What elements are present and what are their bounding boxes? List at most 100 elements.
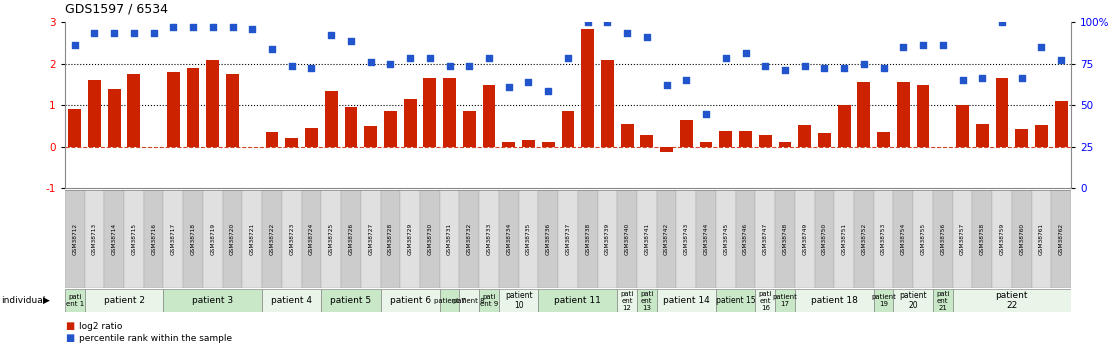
Bar bbox=[956, 105, 969, 147]
Bar bbox=[380, 289, 439, 312]
Bar bbox=[680, 120, 693, 147]
Point bbox=[263, 47, 281, 52]
Bar bbox=[617, 289, 637, 312]
Point bbox=[440, 63, 458, 69]
Bar bbox=[226, 74, 239, 147]
Bar bbox=[85, 190, 104, 288]
Point bbox=[125, 30, 143, 36]
Bar bbox=[660, 147, 673, 151]
Point bbox=[303, 65, 321, 71]
Text: GSM38725: GSM38725 bbox=[329, 223, 333, 255]
Text: GSM38731: GSM38731 bbox=[447, 223, 452, 255]
Text: GSM38713: GSM38713 bbox=[92, 223, 97, 255]
Text: GSM38752: GSM38752 bbox=[861, 223, 866, 255]
Bar bbox=[203, 190, 222, 288]
Point bbox=[835, 65, 853, 71]
Text: patient
17: patient 17 bbox=[773, 294, 797, 307]
Point bbox=[598, 20, 616, 25]
Text: GSM38746: GSM38746 bbox=[743, 223, 748, 255]
Bar bbox=[400, 190, 420, 288]
Point bbox=[144, 30, 162, 36]
Bar bbox=[483, 85, 495, 147]
Bar bbox=[953, 289, 1071, 312]
Bar bbox=[463, 111, 475, 147]
Point bbox=[776, 67, 794, 73]
Bar bbox=[480, 190, 499, 288]
Bar bbox=[897, 82, 910, 147]
Text: GSM38736: GSM38736 bbox=[546, 223, 551, 255]
Bar bbox=[620, 124, 634, 147]
Point bbox=[66, 42, 84, 48]
Point bbox=[698, 111, 716, 116]
Bar bbox=[561, 111, 575, 147]
Point bbox=[874, 65, 892, 71]
Bar bbox=[480, 289, 499, 312]
Bar bbox=[778, 142, 792, 147]
Point bbox=[461, 63, 479, 69]
Bar bbox=[459, 190, 480, 288]
Bar bbox=[558, 190, 578, 288]
Text: patient 3: patient 3 bbox=[192, 296, 234, 305]
Bar bbox=[124, 190, 144, 288]
Text: GSM38719: GSM38719 bbox=[210, 223, 216, 255]
Point bbox=[500, 84, 518, 89]
Text: patient 4: patient 4 bbox=[272, 296, 312, 305]
Text: individual: individual bbox=[1, 296, 46, 305]
Text: pati
ent
16: pati ent 16 bbox=[758, 291, 771, 310]
Bar bbox=[344, 107, 358, 147]
Point bbox=[480, 55, 498, 60]
Bar bbox=[183, 190, 203, 288]
Bar bbox=[364, 126, 377, 147]
Text: GSM38751: GSM38751 bbox=[842, 223, 846, 255]
Bar bbox=[739, 131, 752, 147]
Point bbox=[815, 65, 833, 71]
Text: GSM38745: GSM38745 bbox=[723, 223, 728, 255]
Text: patient
22: patient 22 bbox=[996, 291, 1029, 310]
Bar bbox=[854, 190, 874, 288]
Bar bbox=[992, 190, 1012, 288]
Bar bbox=[637, 190, 656, 288]
Bar bbox=[420, 190, 439, 288]
Text: GSM38714: GSM38714 bbox=[112, 223, 116, 255]
Bar bbox=[617, 190, 637, 288]
Text: GSM38744: GSM38744 bbox=[703, 223, 709, 255]
Bar bbox=[1035, 125, 1048, 147]
Bar bbox=[775, 289, 795, 312]
Bar bbox=[459, 289, 480, 312]
Text: GSM38720: GSM38720 bbox=[230, 223, 235, 255]
Bar bbox=[578, 190, 597, 288]
Text: GSM38733: GSM38733 bbox=[486, 223, 492, 255]
Bar bbox=[383, 111, 397, 147]
Bar bbox=[874, 289, 893, 312]
Bar bbox=[1015, 129, 1029, 147]
Point bbox=[381, 61, 399, 67]
Point bbox=[954, 78, 972, 83]
Bar bbox=[187, 68, 199, 147]
Bar bbox=[222, 190, 243, 288]
Bar bbox=[282, 190, 302, 288]
Text: ■: ■ bbox=[65, 333, 74, 343]
Bar bbox=[104, 190, 124, 288]
Bar bbox=[361, 190, 380, 288]
Bar bbox=[697, 190, 716, 288]
Bar bbox=[380, 190, 400, 288]
Text: GSM38754: GSM38754 bbox=[901, 223, 906, 255]
Text: pati
ent
21: pati ent 21 bbox=[936, 291, 949, 310]
Bar bbox=[539, 289, 617, 312]
Text: patient 11: patient 11 bbox=[555, 296, 601, 305]
Bar bbox=[262, 289, 321, 312]
Text: GSM38738: GSM38738 bbox=[585, 223, 590, 255]
Point bbox=[401, 55, 419, 60]
Bar bbox=[502, 142, 515, 147]
Text: GSM38739: GSM38739 bbox=[605, 223, 610, 255]
Bar bbox=[759, 135, 771, 147]
Bar bbox=[443, 78, 456, 147]
Text: GSM38737: GSM38737 bbox=[566, 223, 570, 255]
Bar bbox=[424, 78, 436, 147]
Text: GSM38718: GSM38718 bbox=[190, 223, 196, 255]
Bar bbox=[932, 190, 953, 288]
Text: GSM38715: GSM38715 bbox=[132, 223, 136, 255]
Bar bbox=[65, 289, 85, 312]
Bar bbox=[637, 289, 656, 312]
Point bbox=[894, 45, 912, 50]
